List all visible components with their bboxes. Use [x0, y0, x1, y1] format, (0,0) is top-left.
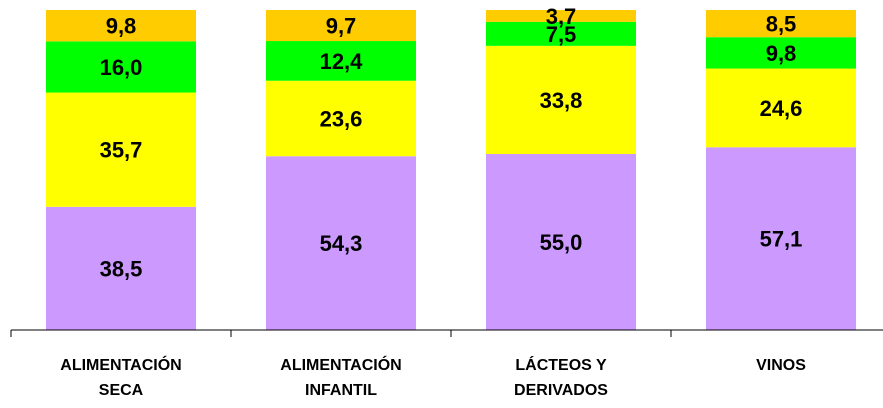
category-label: LÁCTEOS Y — [515, 355, 607, 374]
bars-layer — [46, 10, 856, 330]
bar-segment — [706, 147, 856, 330]
data-label: 9,7 — [326, 14, 357, 39]
data-label: 12,4 — [320, 49, 364, 74]
category-label: VINOS — [756, 357, 806, 374]
data-label: 38,5 — [100, 256, 143, 281]
data-labels-layer: 38,5 35,7 16,0 9,8 54,3 23,6 12,4 9,7 55,0 33,8 7,… — [100, 4, 803, 281]
bar-segment — [46, 92, 196, 207]
data-label: 35,7 — [100, 138, 143, 163]
data-label: 9,8 — [106, 14, 137, 39]
data-label: 24,6 — [760, 96, 803, 121]
data-label: 23,6 — [320, 106, 363, 131]
bar-segment — [486, 45, 636, 155]
category-label: DERIVADOS — [514, 382, 608, 399]
bar-segment — [46, 10, 196, 42]
category-label: ALIMENTACIÓN — [60, 355, 181, 374]
data-label: 16,0 — [100, 55, 143, 80]
bar-segment — [266, 10, 416, 42]
bar-segment — [706, 68, 856, 148]
x-axis — [10, 329, 883, 337]
bar-segment — [706, 10, 856, 38]
bar-segment — [486, 21, 636, 46]
bar-segment — [266, 80, 416, 157]
category-label: SECA — [99, 382, 144, 399]
data-label: 54,3 — [320, 231, 363, 256]
data-label: 57,1 — [760, 227, 803, 252]
category-label: INFANTIL — [305, 382, 377, 399]
category-label: ALIMENTACIÓN — [280, 355, 401, 374]
category-labels-layer: ALIMENTACIÓN SECA ALIMENTACIÓN INFANTIL LÁCT… — [60, 355, 806, 399]
data-label: 9,8 — [766, 41, 797, 66]
bar-segment — [46, 206, 196, 330]
data-label: 55,0 — [540, 230, 583, 255]
bar-segment — [266, 41, 416, 81]
bar-segment — [266, 156, 416, 330]
bar-segment — [706, 37, 856, 69]
data-label: 7,5 — [546, 22, 577, 47]
data-label: 8,5 — [766, 12, 797, 37]
bar-segment — [486, 154, 636, 330]
bar-segment — [46, 41, 196, 93]
bar-segment — [486, 10, 636, 22]
data-label: 33,8 — [540, 88, 583, 113]
data-label: 3,7 — [546, 4, 577, 29]
